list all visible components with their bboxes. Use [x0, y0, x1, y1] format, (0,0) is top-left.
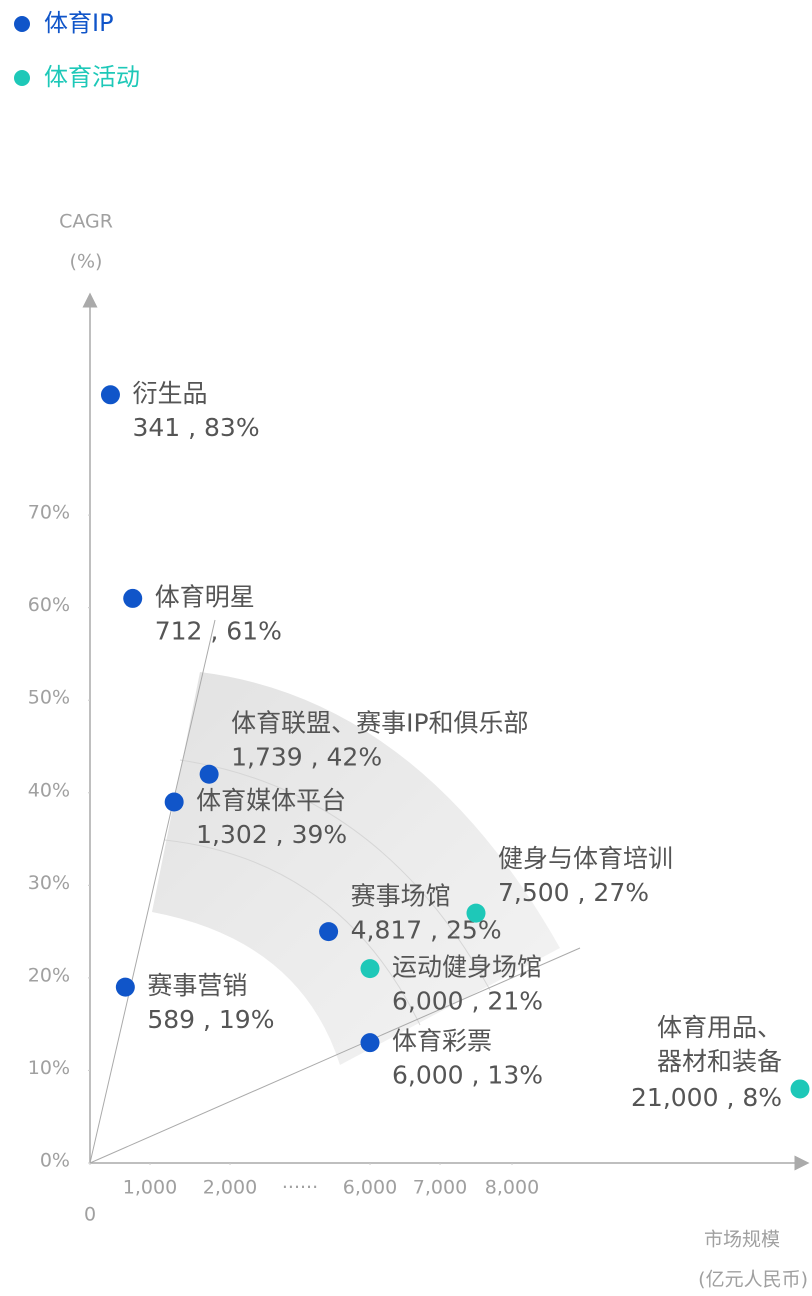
x-tick-label: 8,000: [485, 1177, 539, 1199]
point-label: 体育联盟、赛事IP和俱乐部: [231, 708, 528, 737]
y-tick-label: 40%: [28, 779, 70, 801]
point: [360, 959, 380, 979]
point-value-label: 589 , 19%: [147, 1005, 274, 1034]
x-tick-label: 0: [84, 1204, 96, 1226]
point: [199, 764, 219, 784]
point-label: 器材和装备: [657, 1047, 782, 1076]
x-axis-break: ······: [282, 1177, 318, 1199]
x-tick-label: 7,000: [413, 1177, 467, 1199]
y-tick-label: 50%: [28, 687, 70, 709]
point: [115, 977, 135, 997]
y-tick-label: 10%: [28, 1057, 70, 1079]
fan-decoration: [89, 619, 581, 1164]
legend-label: 体育活动: [44, 63, 140, 91]
point-value-label: 6,000 , 21%: [392, 987, 543, 1016]
x-axis-label: 市场规模: [704, 1229, 780, 1251]
point-label: 体育明星: [155, 582, 255, 611]
legend-marker: [14, 16, 30, 32]
y-tick-label: 20%: [28, 964, 70, 986]
y-tick-label: 0%: [40, 1150, 70, 1172]
point: [164, 792, 184, 812]
legend-label: 体育IP: [44, 9, 114, 37]
point-label: 赛事场馆: [351, 882, 451, 911]
point-label: 赛事营销: [147, 971, 247, 1000]
point-label: 体育媒体平台: [196, 786, 346, 815]
point-value-label: 7,500 , 27%: [498, 878, 649, 907]
x-tick-label: 1,000: [123, 1177, 177, 1199]
x-axis-unit: (亿元人民币): [698, 1269, 808, 1291]
point-value-label: 21,000 , 8%: [631, 1083, 782, 1112]
x-tick-label: 6,000: [343, 1177, 397, 1199]
point: [466, 903, 486, 923]
point: [360, 1033, 380, 1053]
point: [319, 922, 339, 942]
y-tick-label: 70%: [28, 502, 70, 524]
point-value-label: 712 , 61%: [155, 616, 282, 645]
point: [100, 385, 120, 405]
y-axis-unit: (%): [70, 251, 103, 273]
point-label: 健身与体育培训: [498, 844, 673, 873]
y-axis-label: CAGR: [59, 211, 113, 233]
point-label: 体育用品、: [657, 1013, 782, 1042]
x-tick-label: 2,000: [203, 1177, 257, 1199]
point-value-label: 6,000 , 13%: [392, 1061, 543, 1090]
y-tick-label: 30%: [28, 872, 70, 894]
point: [123, 588, 143, 608]
point: [790, 1079, 810, 1099]
point-label: 体育彩票: [392, 1027, 492, 1056]
point-value-label: 1,302 , 39%: [196, 820, 347, 849]
legend-marker: [14, 70, 30, 86]
point-value-label: 1,739 , 42%: [231, 742, 382, 771]
point-label: 运动健身场馆: [392, 953, 542, 982]
point-value-label: 341 , 83%: [132, 413, 259, 442]
y-tick-label: 60%: [28, 594, 70, 616]
point-label: 衍生品: [132, 379, 207, 408]
